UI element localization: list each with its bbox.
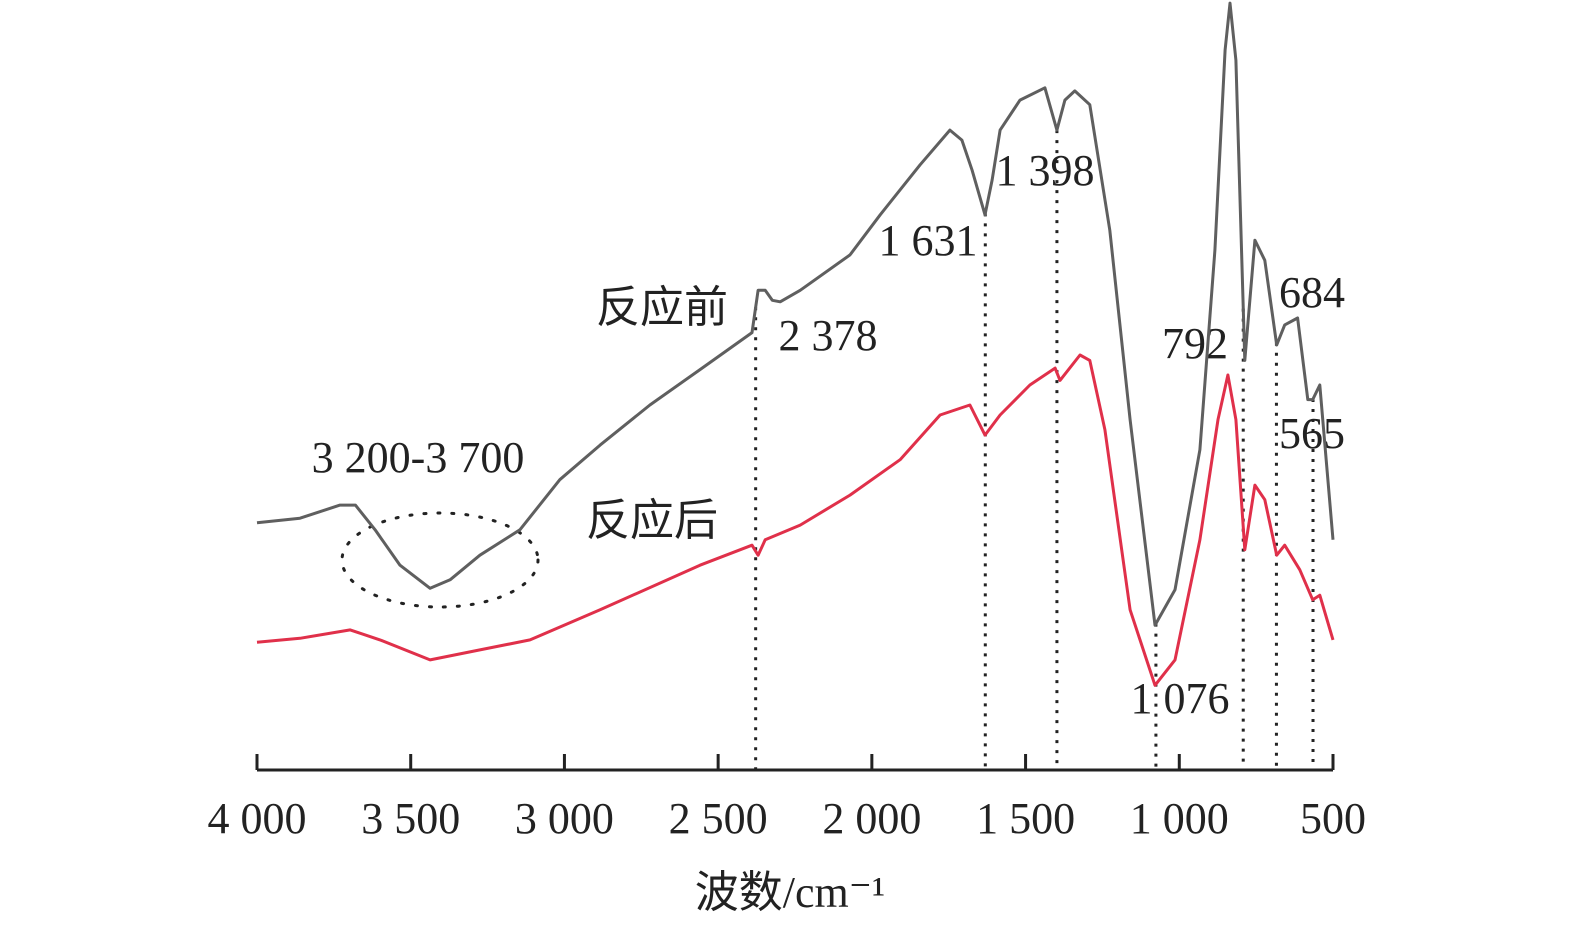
marker-label: 1 398 (996, 146, 1095, 195)
marker-label: 565 (1279, 409, 1345, 458)
x-axis-title: 波数/cm⁻¹ (695, 868, 885, 917)
region-label: 3 200-3 700 (312, 433, 525, 482)
marker-label: 684 (1279, 268, 1345, 317)
x-tick-label: 4 000 (208, 794, 307, 843)
x-tick-label: 3 500 (361, 794, 460, 843)
marker-label: 1 076 (1131, 674, 1230, 723)
marker-label: 1 631 (879, 216, 978, 265)
x-tick-label: 500 (1300, 794, 1366, 843)
x-tick-label: 2 000 (822, 794, 921, 843)
x-tick-label: 3 000 (515, 794, 614, 843)
region-ellipse (340, 511, 540, 609)
x-tick-label: 1 500 (976, 794, 1075, 843)
x-tick-label: 2 500 (669, 794, 768, 843)
marker-label: 2 378 (779, 311, 878, 360)
x-tick-label: 1 000 (1130, 794, 1229, 843)
marker-label: 792 (1162, 319, 1228, 368)
series-label: 反应后 (586, 496, 718, 545)
series-label: 反应前 (596, 283, 728, 332)
series-line (256, 353, 1335, 687)
series-line (256, 1, 1335, 627)
